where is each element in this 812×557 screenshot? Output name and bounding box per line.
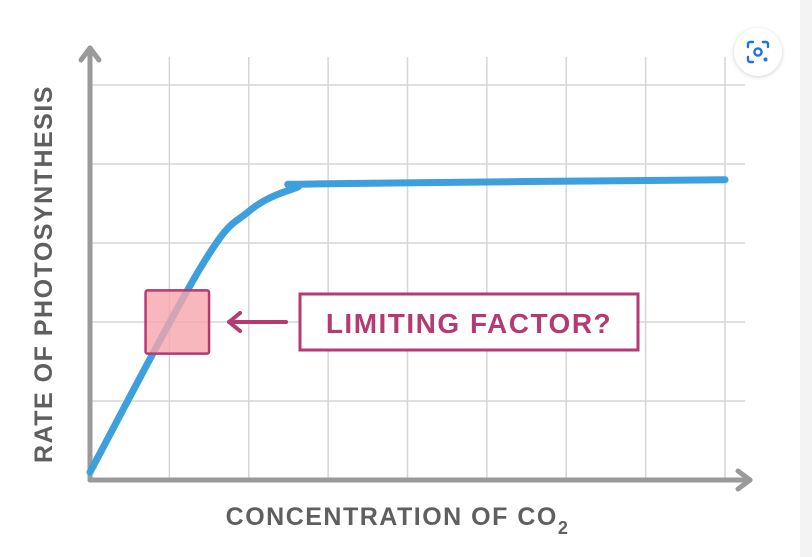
lens-scan-icon <box>746 40 770 64</box>
annotation-label: LIMITING FACTOR? <box>326 308 612 339</box>
annotation-box <box>298 292 640 352</box>
lens-button[interactable] <box>734 28 782 76</box>
x-axis-arrow <box>735 468 753 492</box>
grid <box>90 57 745 480</box>
axes <box>78 45 753 492</box>
annotation-arrowhead <box>227 311 243 333</box>
x-axis-label-subscript: 2 <box>558 518 570 538</box>
y-axis-label: RATE OF PHOTOSYNTHESIS <box>30 85 58 463</box>
y-axis-arrow <box>78 45 102 63</box>
annotation: LIMITING FACTOR? <box>144 289 640 355</box>
x-axis-label: CONCENTRATION OF CO2 <box>226 503 570 538</box>
highlight-box <box>144 289 211 355</box>
